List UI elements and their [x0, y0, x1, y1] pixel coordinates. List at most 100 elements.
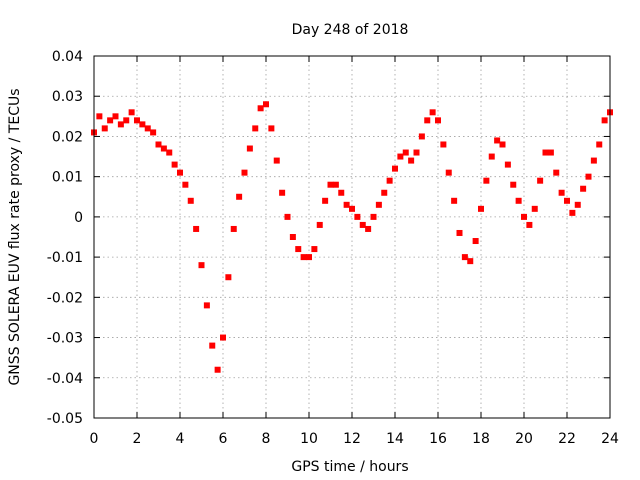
data-point	[402, 149, 409, 156]
data-point	[478, 205, 484, 212]
data-point	[349, 205, 355, 212]
data-point	[521, 213, 527, 220]
data-point	[230, 225, 237, 232]
data-point	[504, 161, 511, 168]
data-point	[263, 101, 269, 108]
y-tick-label: 0.02	[52, 129, 83, 145]
y-tick-label: 0	[74, 210, 83, 226]
x-tick-label: 0	[90, 431, 99, 447]
data-point	[177, 169, 183, 176]
data-point	[289, 234, 296, 240]
data-point	[354, 213, 361, 220]
x-tick-label: 18	[472, 431, 490, 447]
data-point	[553, 169, 560, 176]
y-tick-label: -0.02	[47, 290, 83, 306]
data-point	[408, 157, 415, 164]
y-tick-label: -0.03	[47, 331, 83, 347]
y-tick-label: -0.04	[47, 371, 83, 387]
data-point	[585, 173, 592, 180]
data-point	[494, 137, 501, 144]
data-point	[515, 197, 522, 204]
data-point	[370, 213, 377, 220]
y-tick-label: -0.01	[47, 250, 83, 266]
y-tick-label: 0.04	[52, 49, 83, 65]
data-point	[300, 254, 307, 261]
data-point	[558, 189, 565, 196]
data-point	[381, 189, 388, 196]
x-tick-label: 2	[133, 431, 142, 447]
data-point	[257, 105, 264, 112]
data-point	[488, 153, 495, 160]
data-point	[182, 181, 189, 188]
data-point	[107, 117, 114, 124]
data-point	[451, 197, 458, 204]
data-point	[564, 197, 570, 204]
data-point	[537, 177, 544, 184]
data-point	[214, 366, 221, 373]
data-point	[209, 342, 216, 349]
data-point	[526, 221, 533, 228]
data-point	[187, 197, 194, 204]
x-tick-label: 20	[515, 431, 533, 447]
data-point	[601, 117, 608, 124]
data-point	[112, 113, 119, 120]
data-point	[236, 193, 243, 200]
data-point	[596, 141, 603, 148]
data-point	[531, 205, 538, 212]
x-tick-label: 6	[219, 431, 228, 447]
data-point	[220, 334, 226, 341]
data-point	[547, 149, 554, 156]
data-point	[445, 169, 452, 176]
data-point	[322, 197, 329, 204]
data-point	[203, 302, 210, 309]
data-point	[338, 189, 345, 196]
data-point	[483, 177, 490, 184]
data-point	[128, 109, 135, 116]
data-point	[332, 181, 339, 188]
x-tick-label: 8	[262, 431, 271, 447]
data-point	[134, 117, 140, 124]
data-point	[435, 117, 441, 124]
data-point	[279, 189, 286, 196]
x-tick-label: 10	[300, 431, 318, 447]
data-point	[101, 125, 108, 132]
data-point	[386, 177, 393, 184]
data-point	[166, 149, 173, 156]
tick-marks	[93, 55, 611, 419]
data-point	[375, 201, 382, 208]
data-point	[117, 121, 124, 128]
x-tick-label: 14	[386, 431, 404, 447]
data-point	[461, 254, 468, 261]
data-point	[171, 161, 178, 168]
data-point	[510, 181, 517, 188]
x-tick-label: 22	[558, 431, 576, 447]
data-point	[359, 221, 366, 228]
data-point	[155, 141, 162, 148]
data-point	[268, 125, 275, 132]
y-tick-label: 0.01	[52, 170, 83, 186]
data-point	[542, 149, 549, 156]
data-point	[198, 262, 205, 269]
chart-title: Day 248 of 2018	[292, 22, 409, 38]
data-point	[467, 258, 474, 265]
data-point	[295, 246, 302, 253]
data-point	[246, 145, 253, 152]
data-point	[590, 157, 597, 164]
data-point	[316, 221, 323, 228]
data-point	[160, 145, 167, 152]
data-point	[252, 125, 259, 132]
data-point	[499, 141, 506, 148]
data-point	[440, 141, 447, 148]
data-point	[306, 254, 312, 261]
x-tick-label: 16	[429, 431, 447, 447]
x-tick-label: 12	[343, 431, 361, 447]
data-point	[241, 169, 248, 176]
y-tick-label: -0.05	[47, 411, 83, 427]
y-axis-label: GNSS SOLERA EUV flux rate proxy / TECUs	[7, 88, 23, 385]
data-point	[343, 201, 350, 208]
data-point	[123, 117, 130, 124]
data-point	[569, 209, 576, 216]
data-point	[392, 165, 398, 172]
data-point	[429, 109, 436, 116]
